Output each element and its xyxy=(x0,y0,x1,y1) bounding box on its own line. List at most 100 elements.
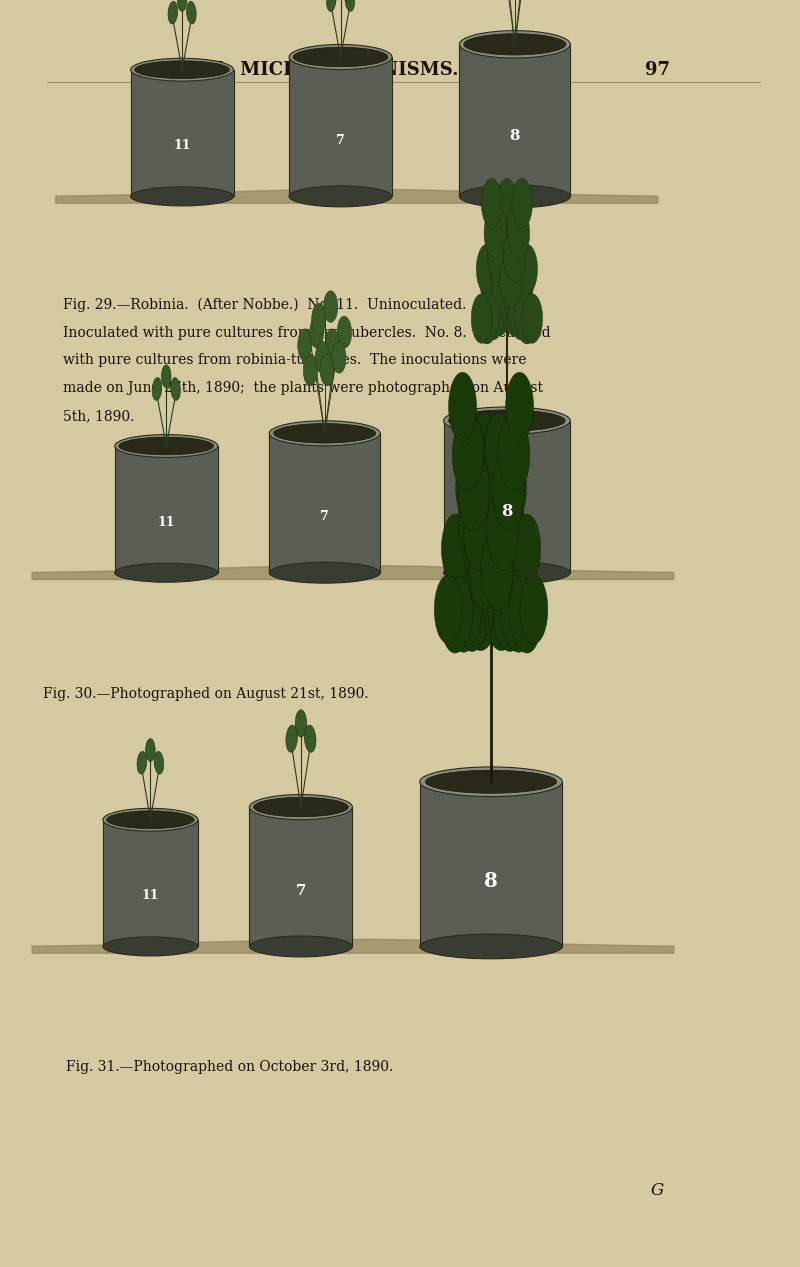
Text: G: G xyxy=(650,1182,664,1200)
Ellipse shape xyxy=(293,47,388,67)
Ellipse shape xyxy=(186,1,196,24)
Ellipse shape xyxy=(482,561,514,639)
Ellipse shape xyxy=(154,751,164,774)
Text: 11: 11 xyxy=(174,139,191,152)
Ellipse shape xyxy=(497,538,528,616)
Ellipse shape xyxy=(498,454,526,522)
Ellipse shape xyxy=(492,479,524,556)
Ellipse shape xyxy=(250,936,353,957)
Ellipse shape xyxy=(326,0,336,11)
Ellipse shape xyxy=(459,30,570,58)
Ellipse shape xyxy=(470,413,498,481)
Ellipse shape xyxy=(492,255,514,307)
Text: Inoculated with pure cultures from pea-tubercles.  No. 8.  Inoculated: Inoculated with pure cultures from pea-t… xyxy=(63,326,551,340)
Ellipse shape xyxy=(426,770,557,793)
Text: 7: 7 xyxy=(336,134,345,147)
Ellipse shape xyxy=(490,246,513,299)
Ellipse shape xyxy=(489,284,512,336)
Ellipse shape xyxy=(501,246,523,299)
Text: 5th, 1890.: 5th, 1890. xyxy=(63,409,134,423)
Ellipse shape xyxy=(332,342,346,372)
Ellipse shape xyxy=(471,294,492,343)
Ellipse shape xyxy=(492,454,524,531)
Ellipse shape xyxy=(450,575,482,653)
Text: Fig. 31.—Photographed on October 3rd, 1890.: Fig. 31.—Photographed on October 3rd, 18… xyxy=(66,1060,394,1074)
Ellipse shape xyxy=(522,294,542,343)
Ellipse shape xyxy=(504,527,535,604)
Ellipse shape xyxy=(506,262,529,315)
Ellipse shape xyxy=(481,533,513,611)
Ellipse shape xyxy=(466,526,498,603)
Ellipse shape xyxy=(420,934,562,959)
Ellipse shape xyxy=(114,435,218,457)
Ellipse shape xyxy=(486,262,508,315)
Ellipse shape xyxy=(483,574,516,651)
Bar xyxy=(130,70,234,196)
Ellipse shape xyxy=(495,229,518,283)
Ellipse shape xyxy=(459,185,570,208)
Ellipse shape xyxy=(114,563,218,583)
Bar xyxy=(114,446,218,573)
Ellipse shape xyxy=(474,541,506,618)
Ellipse shape xyxy=(482,288,506,340)
Bar xyxy=(250,807,353,946)
Text: Fig. 29.—Robinia.  (After Nobbe.)  No. 11.  Uninoculated.  No. 7.: Fig. 29.—Robinia. (After Nobbe.) No. 11.… xyxy=(63,298,518,312)
Bar xyxy=(443,421,570,573)
Ellipse shape xyxy=(170,378,180,400)
Ellipse shape xyxy=(458,479,490,556)
Ellipse shape xyxy=(442,514,470,583)
Ellipse shape xyxy=(312,303,326,334)
Ellipse shape xyxy=(471,478,502,555)
Ellipse shape xyxy=(477,541,508,618)
Ellipse shape xyxy=(484,413,512,481)
Ellipse shape xyxy=(320,355,334,385)
Ellipse shape xyxy=(490,271,514,323)
Ellipse shape xyxy=(443,561,570,584)
Ellipse shape xyxy=(499,255,522,307)
Ellipse shape xyxy=(345,0,354,11)
Ellipse shape xyxy=(479,550,511,626)
Ellipse shape xyxy=(497,179,517,228)
Ellipse shape xyxy=(508,288,531,340)
Ellipse shape xyxy=(305,725,316,753)
Ellipse shape xyxy=(130,58,234,81)
Ellipse shape xyxy=(470,446,501,523)
Ellipse shape xyxy=(162,365,171,388)
Ellipse shape xyxy=(295,710,306,737)
Text: 97: 97 xyxy=(645,61,670,79)
Ellipse shape xyxy=(137,751,146,774)
Text: 8: 8 xyxy=(502,503,513,521)
Ellipse shape xyxy=(482,179,502,228)
Ellipse shape xyxy=(501,271,523,323)
Ellipse shape xyxy=(490,550,522,627)
Ellipse shape xyxy=(270,563,380,583)
Ellipse shape xyxy=(134,61,230,79)
Ellipse shape xyxy=(326,329,340,360)
Ellipse shape xyxy=(254,797,348,817)
Ellipse shape xyxy=(481,446,513,523)
Ellipse shape xyxy=(420,767,562,797)
Ellipse shape xyxy=(289,186,392,207)
Ellipse shape xyxy=(477,291,499,343)
Ellipse shape xyxy=(507,205,530,257)
Ellipse shape xyxy=(514,291,538,343)
Text: with pure cultures from robinia-tubercles.  The inoculations were: with pure cultures from robinia-tubercle… xyxy=(63,353,526,367)
Ellipse shape xyxy=(458,575,490,651)
Text: 11: 11 xyxy=(158,516,175,528)
Ellipse shape xyxy=(471,550,502,626)
Ellipse shape xyxy=(495,255,518,307)
Ellipse shape xyxy=(434,575,462,644)
Ellipse shape xyxy=(464,34,566,54)
Ellipse shape xyxy=(315,342,330,372)
Ellipse shape xyxy=(298,329,312,360)
Ellipse shape xyxy=(250,794,353,820)
Ellipse shape xyxy=(443,407,570,435)
Ellipse shape xyxy=(289,44,392,70)
Ellipse shape xyxy=(513,514,541,583)
Ellipse shape xyxy=(492,575,524,651)
Ellipse shape xyxy=(501,575,533,653)
Ellipse shape xyxy=(486,212,507,261)
Ellipse shape xyxy=(506,212,527,261)
Ellipse shape xyxy=(468,561,500,639)
Text: 8: 8 xyxy=(510,128,520,143)
